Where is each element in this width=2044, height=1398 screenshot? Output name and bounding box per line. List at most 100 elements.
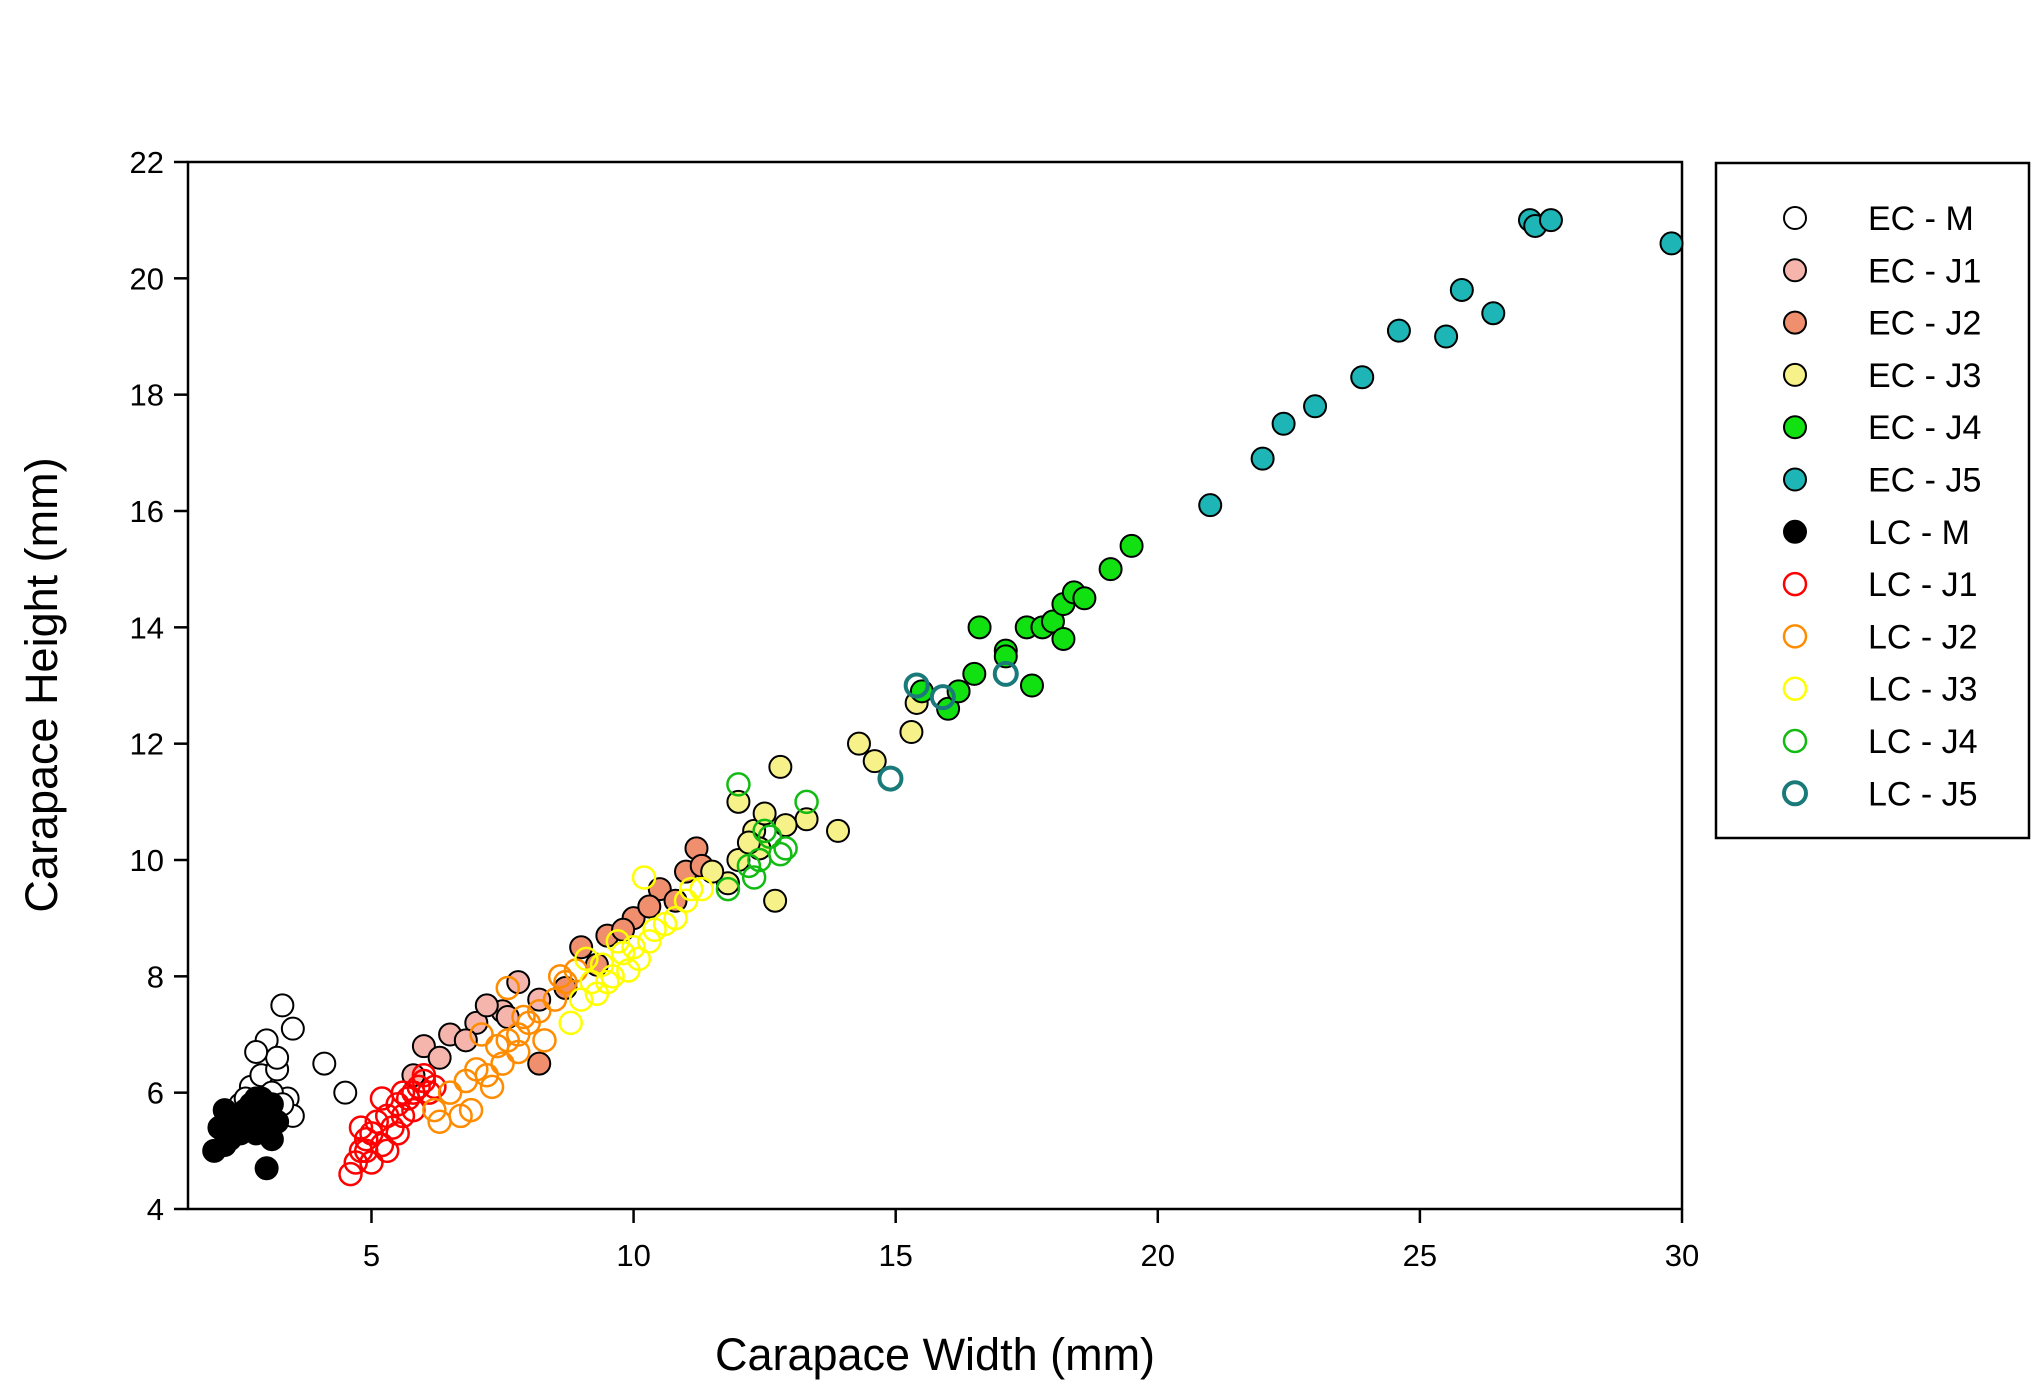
series-lc-m	[202, 1086, 290, 1181]
data-point	[1019, 673, 1044, 698]
data-point	[390, 1080, 416, 1105]
data-point	[1040, 609, 1065, 634]
data-point	[427, 1045, 452, 1070]
data-point	[495, 975, 521, 1001]
data-point	[254, 1156, 279, 1181]
data-point	[700, 859, 725, 884]
data-point	[877, 765, 904, 792]
x-tick-label: 20	[1141, 1238, 1175, 1273]
data-point	[532, 1028, 557, 1053]
legend-marker	[1782, 780, 1808, 807]
x-tick-label: 5	[363, 1238, 380, 1273]
y-tick-label: 22	[130, 145, 164, 180]
series-lc-j1	[338, 1062, 447, 1187]
data-point	[574, 946, 599, 972]
data-point	[259, 1127, 284, 1152]
data-point	[757, 824, 783, 849]
data-point	[637, 894, 662, 919]
data-point	[584, 981, 610, 1007]
data-point	[1119, 533, 1144, 558]
data-point	[479, 1074, 505, 1100]
legend-label: EC - J5	[1868, 462, 1981, 500]
y-axis-title: Carapace Height (mm)	[16, 457, 67, 912]
data-point	[1250, 446, 1275, 471]
data-point	[1072, 586, 1097, 611]
series-ec-j5	[1198, 208, 1684, 518]
data-points	[202, 208, 1684, 1187]
legend: EC - M EC - J1 EC - J2 EC - J3 EC - J4 EC - J…	[1714, 161, 2031, 840]
data-point	[1538, 208, 1563, 233]
y-tick-label: 16	[130, 494, 164, 529]
data-point	[422, 1074, 447, 1100]
data-point	[993, 644, 1018, 669]
data-point	[909, 679, 934, 704]
data-point	[673, 888, 699, 913]
y-tick-label: 4	[147, 1192, 164, 1227]
x-axis-title: Carapace Width (mm)	[715, 1329, 1155, 1380]
data-point	[453, 1068, 479, 1094]
legend-box	[1714, 161, 2031, 840]
data-point	[265, 1045, 290, 1070]
data-point	[374, 1138, 400, 1164]
data-point	[312, 1051, 337, 1076]
legend-label: EC - J4	[1868, 409, 1981, 447]
plot-frame	[186, 160, 1684, 1211]
data-point	[217, 1103, 242, 1128]
data-point	[715, 876, 741, 902]
data-point	[846, 731, 871, 756]
data-point	[511, 1004, 536, 1030]
data-point	[621, 935, 646, 960]
data-point	[726, 772, 751, 797]
y-tick-label: 10	[130, 843, 164, 878]
legend-label: LC - J5	[1868, 775, 1978, 813]
y-tick-label: 8	[147, 959, 164, 994]
data-point	[385, 1121, 410, 1146]
data-point	[558, 1010, 583, 1036]
y-tick-label: 20	[130, 261, 164, 296]
legend-marker	[1783, 467, 1807, 492]
legend-label: LC - J1	[1868, 566, 1978, 604]
data-point	[1051, 626, 1076, 651]
data-point	[469, 1022, 494, 1047]
data-point	[1659, 231, 1684, 256]
data-point	[768, 841, 793, 867]
data-point	[736, 853, 762, 879]
data-point	[495, 1028, 521, 1053]
data-point	[333, 1080, 358, 1105]
data-point	[527, 1051, 552, 1076]
data-point	[741, 865, 767, 890]
x-tick-label: 30	[1665, 1238, 1699, 1273]
data-point	[458, 1097, 484, 1123]
x-tick-label: 15	[878, 1238, 912, 1273]
series-lc-j4	[715, 772, 819, 902]
legend-label: LC - J2	[1868, 618, 1978, 656]
data-point	[1449, 277, 1474, 302]
data-point	[962, 661, 987, 686]
legend-label: EC - J2	[1868, 305, 1981, 343]
data-point	[862, 749, 887, 774]
data-point	[244, 1039, 269, 1064]
legend-label: EC - M	[1868, 200, 1974, 238]
data-point	[903, 672, 930, 699]
data-point	[474, 993, 499, 1018]
data-point	[768, 754, 793, 779]
series-ec-j3	[700, 690, 929, 913]
data-point	[280, 1016, 305, 1041]
data-point	[270, 993, 295, 1018]
data-point	[437, 1080, 463, 1105]
data-point	[238, 1109, 263, 1134]
data-point	[899, 720, 924, 745]
data-point	[763, 888, 788, 913]
legend-marker	[1782, 728, 1808, 754]
axis-ticks: 5 10 15 20 25 30 4 6 8 10 12 14 16 18 20 22	[130, 145, 1700, 1273]
data-point	[605, 929, 631, 954]
y-tick-label: 14	[130, 610, 164, 645]
data-point	[637, 929, 662, 954]
legend-label: EC - J3	[1868, 357, 1981, 395]
legend-label: LC - M	[1868, 514, 1970, 552]
data-point	[569, 935, 594, 960]
data-point	[663, 905, 688, 931]
data-point	[464, 1010, 489, 1035]
data-point	[338, 1161, 363, 1187]
